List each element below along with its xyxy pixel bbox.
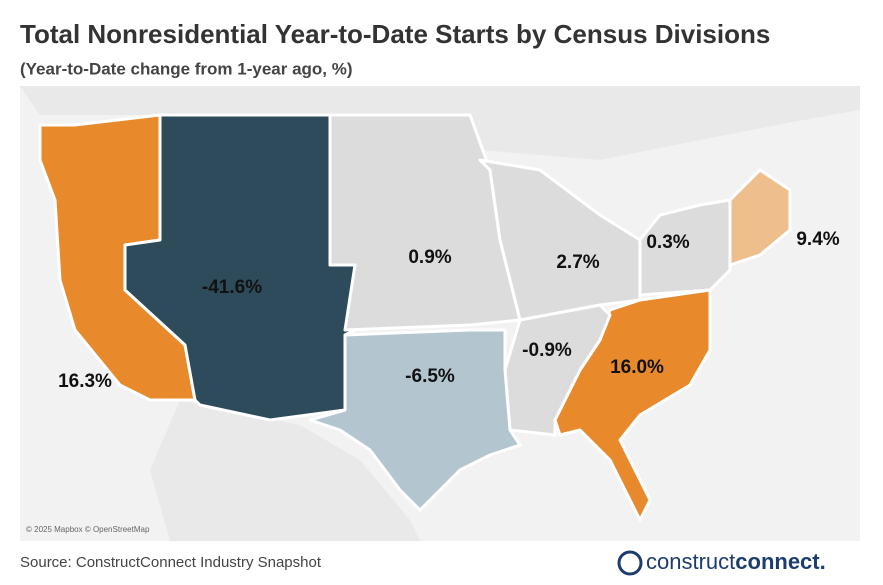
division	[728, 168, 792, 267]
division-label: -0.9%	[522, 340, 572, 361]
division-label: 16.3%	[58, 371, 112, 392]
subtitle: (Year-to-Date change from 1-year ago, %)	[20, 59, 353, 78]
division-label: -41.6%	[202, 277, 262, 298]
mexico	[150, 400, 420, 541]
logo-part: construct	[646, 549, 735, 574]
division-label: 0.3%	[646, 232, 689, 253]
logo-part: connect.	[735, 549, 825, 574]
division	[478, 158, 642, 322]
division	[328, 113, 522, 332]
division	[308, 328, 522, 512]
division-label: 16.0%	[610, 357, 664, 378]
logo-icon	[617, 550, 643, 576]
title: Total Nonresidential Year-to-Date Starts…	[20, 19, 770, 49]
division-label: 9.4%	[796, 229, 839, 250]
division-label: -6.5%	[405, 366, 455, 387]
division-label: 0.9%	[408, 247, 451, 268]
attribution: © 2025 Mapbox © OpenStreetMap	[26, 525, 150, 534]
division-label: 2.7%	[556, 252, 599, 273]
logo: constructconnect.	[646, 549, 826, 574]
source: Source: ConstructConnect Industry Snapsh…	[20, 554, 322, 571]
